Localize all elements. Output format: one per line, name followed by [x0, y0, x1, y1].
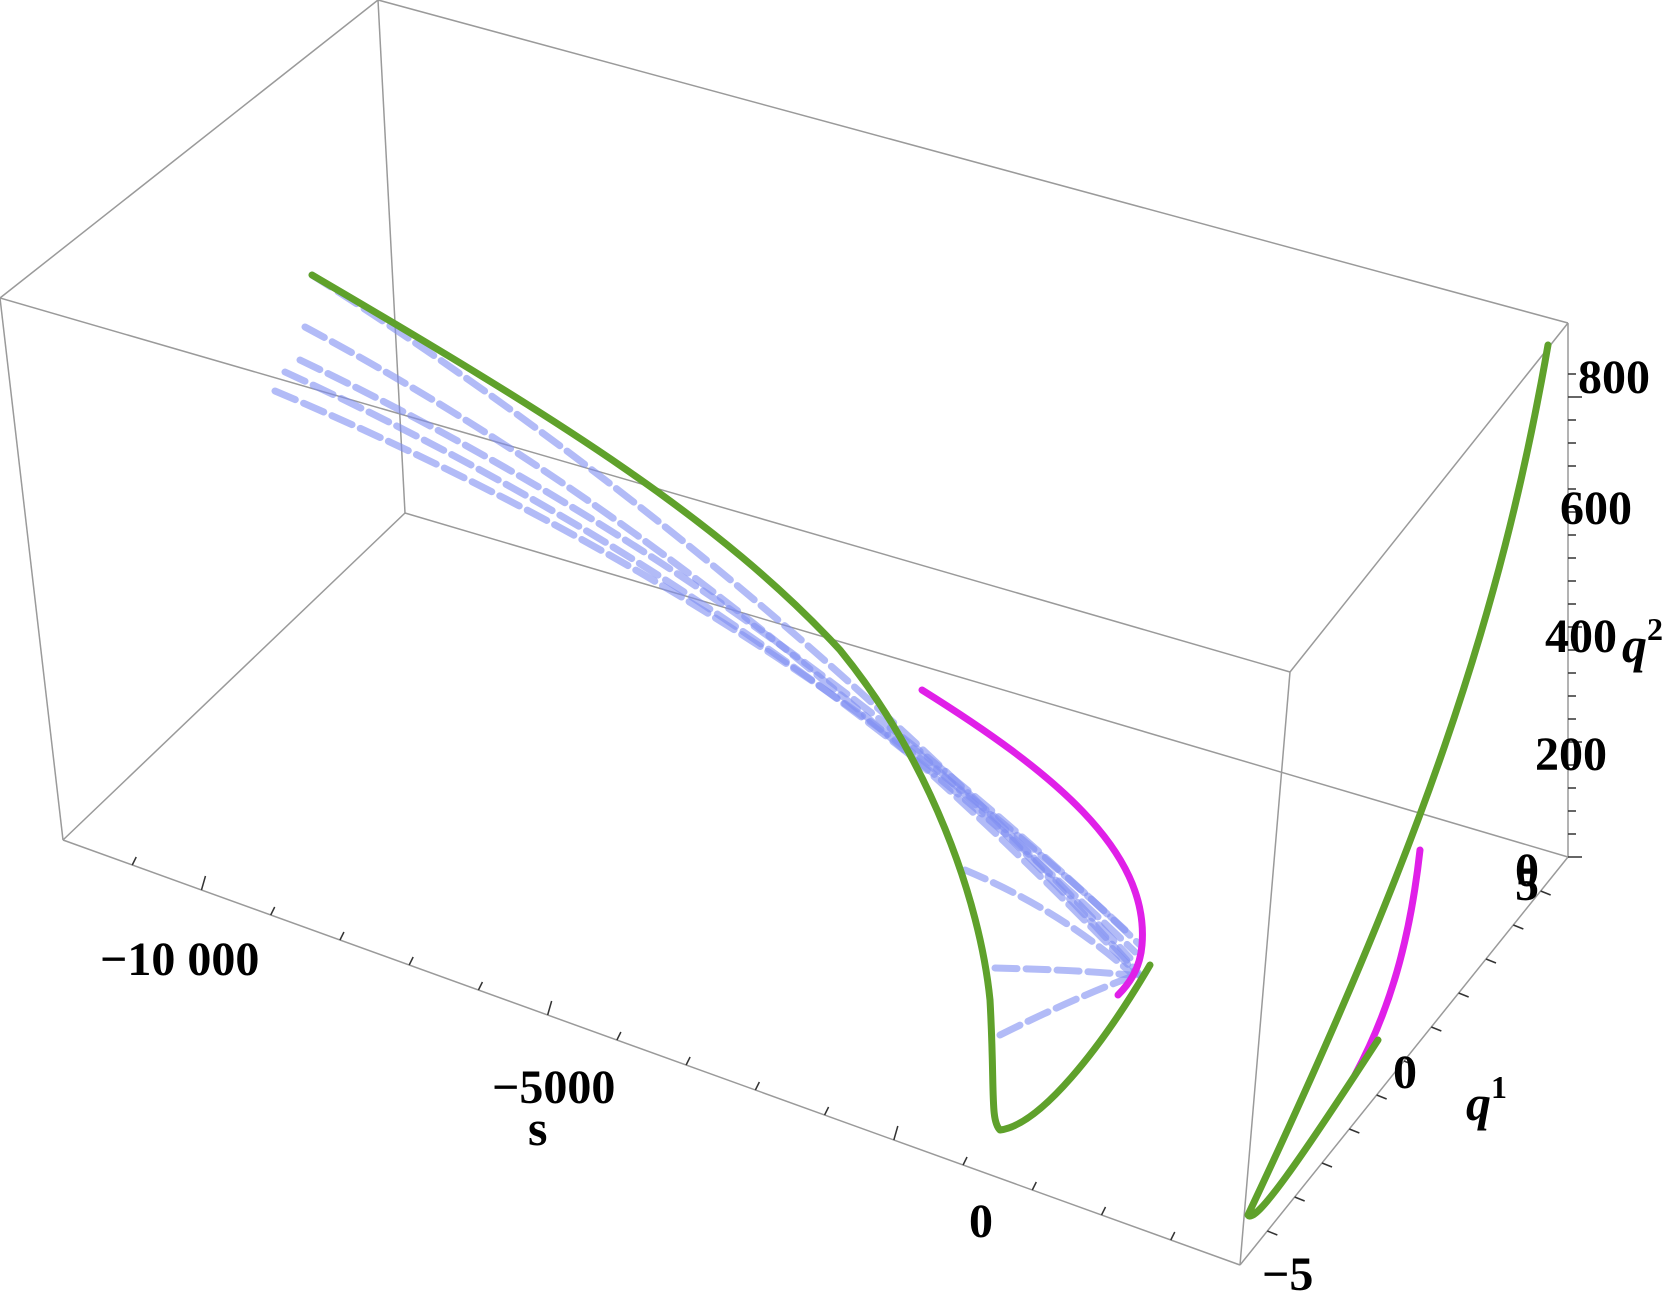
s-axis-title: s: [528, 1100, 547, 1156]
q1-axis-title-base: q: [1466, 1075, 1491, 1131]
green-projection-curve: [1244, 341, 1552, 1220]
data-curves: [271, 271, 1552, 1220]
geodesic-dashed-line: [271, 387, 1129, 934]
s-axis-tick: [408, 956, 414, 966]
q1-axis-tick: [1458, 992, 1469, 998]
geodesic-dashed-line: [991, 964, 1134, 979]
s-tick-label: 0: [969, 1195, 993, 1248]
geodesic-dashed-line: [961, 866, 1134, 976]
q1-tick-label: −5: [1262, 1248, 1313, 1301]
q2-tick-label: 800: [1578, 351, 1650, 404]
s-axis-tick: [893, 1125, 899, 1141]
s-axis-tick: [477, 981, 484, 991]
q1-axis-tick: [1267, 1230, 1278, 1236]
geodesic-dashed-line: [886, 724, 1144, 979]
s-axis-tick: [685, 1056, 691, 1066]
q2-tick-label: 200: [1535, 728, 1607, 781]
q1-axis-tick: [1403, 1060, 1415, 1066]
q2-tick-label: 0: [1515, 844, 1539, 897]
q2-axis-title-sup: 2: [1647, 611, 1663, 647]
s-axis-tick: [546, 1000, 553, 1016]
s-axis-tick: [270, 906, 276, 916]
q1-axis-tick: [1294, 1196, 1305, 1202]
geodesic-dashed-line: [296, 356, 1144, 949]
s-axis-tick: [823, 1106, 830, 1116]
magenta-curve: [918, 686, 1146, 999]
q1-tick-label: 5: [1515, 858, 1539, 911]
q1-tick-label: 0: [1393, 1046, 1417, 1099]
q1-axis-tick: [1431, 1026, 1442, 1032]
geodesic-dashed-line: [996, 974, 1132, 1039]
q1-axis-title: q1: [1466, 1069, 1507, 1131]
q2-axis-title-base: q: [1622, 617, 1647, 673]
q2-tick-label: 600: [1560, 482, 1632, 535]
q1-axis-tick: [1513, 924, 1524, 930]
green-curve: [308, 271, 1154, 1134]
s-axis-tick: [200, 875, 207, 891]
s-axis-tick: [1031, 1181, 1037, 1191]
s-axis-tick: [1170, 1231, 1176, 1241]
q2-tick-label: 400: [1545, 610, 1617, 663]
q1-axis-title-sup: 1: [1491, 1069, 1507, 1105]
q1-axis-tick: [1349, 1128, 1360, 1134]
s-axis-tick: [962, 1156, 968, 1166]
s-axis-tick: [339, 931, 345, 941]
geodesic-dashed-line: [281, 368, 1139, 956]
axis-ticks: [131, 373, 1582, 1241]
s-axis-tick: [1100, 1206, 1107, 1216]
s-tick-label: −10 000: [100, 933, 259, 986]
q1-axis-tick: [1540, 890, 1551, 896]
q1-axis-tick: [1321, 1162, 1333, 1168]
s-axis-tick: [616, 1031, 622, 1041]
q1-axis-tick: [1376, 1094, 1387, 1100]
s-tick-label: −5000: [492, 1061, 615, 1114]
s-axis-tick: [131, 856, 137, 866]
plot-bounding-box: [0, 0, 1569, 1266]
q1-axis-tick: [1485, 958, 1497, 964]
s-axis-tick: [754, 1081, 761, 1091]
q2-axis-title: q2: [1622, 611, 1663, 673]
geodesic-dashed-line: [301, 323, 1142, 979]
